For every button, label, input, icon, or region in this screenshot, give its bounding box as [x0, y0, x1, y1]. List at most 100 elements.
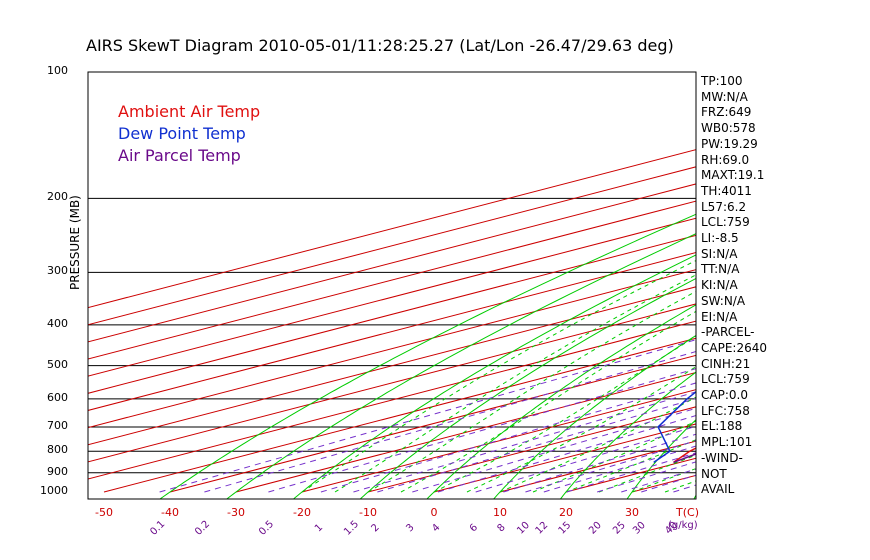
isotherm-line [88, 183, 696, 343]
moist-adiabat [301, 259, 696, 493]
mixing-ratio-line [159, 339, 696, 493]
isotherm-line [88, 269, 696, 429]
stability-index-item: NOT [701, 466, 727, 481]
mixing-ratio-line [320, 382, 696, 493]
y-axis-label: PRESSURE (MB) [68, 195, 82, 290]
pressure-tick-label: 200 [47, 190, 68, 204]
bottom-temp-tick-label: 30 [625, 506, 639, 519]
stability-index-item: SW:N/A [701, 293, 746, 308]
stability-index-item: LCL:759 [701, 372, 750, 387]
mixing-ratio-line [412, 407, 696, 493]
isotherm-line [103, 337, 696, 493]
stability-index-item: LCL:759 [701, 215, 750, 230]
stability-index-item: TT:N/A [701, 262, 740, 277]
mixing-ratio-label: 3 [404, 522, 416, 534]
mixing-ratio-label: 20 [587, 520, 604, 537]
stability-index-item: RH:69.0 [701, 152, 750, 167]
mixing-ratio-line [353, 391, 696, 493]
stability-index-item: EL:188 [701, 419, 743, 434]
stability-index-item: L57:6.2 [701, 199, 747, 214]
moist-adiabat [532, 420, 696, 493]
moist-adiabat [334, 274, 696, 493]
stability-index-item: MAXT:19.1 [701, 168, 765, 183]
dew-point-temp-line [653, 390, 696, 464]
isotherm-line [499, 440, 696, 493]
dry-adiabat [359, 277, 696, 499]
isotherm-line [88, 217, 696, 377]
pressure-tick-label: 300 [47, 264, 68, 278]
isotherm-line [301, 389, 696, 493]
pressure-tick-label: 100 [47, 64, 68, 77]
mixing-ratio-label: 4 [430, 522, 442, 534]
dry-adiabat [626, 418, 696, 499]
mixing-ratio-label: 25 [611, 520, 628, 537]
stability-index-item: CINH:21 [701, 356, 751, 371]
mixing-ratio-label: 15 [557, 520, 574, 537]
moist-adiabat [598, 454, 696, 493]
dry-adiabat [426, 304, 696, 499]
isotherm-line [88, 320, 696, 480]
stability-index-item: -WIND- [701, 450, 743, 465]
isotherm-line [88, 166, 696, 326]
bottom-temp-unit: T(C) [675, 506, 699, 519]
mixing-ratio-label: 30 [631, 520, 648, 537]
isotherm-line [169, 354, 696, 493]
mixing-ratio-label: 0.5 [257, 519, 276, 538]
stability-index-item: SI:N/A [701, 246, 738, 261]
stability-index-item: AVAIL [701, 482, 735, 497]
mixing-ratio-unit: (g/kg) [668, 520, 698, 531]
moist-adiabat [400, 310, 696, 493]
moist-adiabat [367, 290, 696, 493]
legend-air-parcel-temp: Air Parcel Temp [118, 146, 241, 165]
mixing-ratio-line [204, 350, 696, 493]
isotherm-line [88, 234, 696, 394]
mixing-ratio-label: 10 [515, 520, 532, 537]
bottom-temp-tick-label: 10 [493, 506, 507, 519]
stability-index-item: LFC:758 [701, 403, 750, 418]
stability-index-item: KI:N/A [701, 278, 738, 293]
chart-title: AIRS SkewT Diagram 2010-05-01/11:28:25.2… [86, 36, 674, 55]
mixing-ratio-label: 6 [468, 522, 480, 534]
mixing-ratio-label: 0.2 [193, 519, 212, 538]
plot-frame [87, 71, 697, 500]
stability-index-item: PW:19.29 [701, 136, 758, 151]
stability-index-item: FRZ:649 [701, 105, 752, 120]
dry-adiabat [292, 254, 696, 499]
mixing-ratio-label: 1.5 [342, 519, 361, 538]
isotherm-line [830, 72, 870, 492]
dry-adiabat [760, 53, 870, 501]
isotherm-line [367, 406, 696, 493]
mixing-ratio-label: 2 [369, 522, 381, 534]
bottom-temp-tick-label: -50 [95, 506, 113, 519]
pressure-tick-label: 1000 [40, 484, 68, 497]
legend-dew-point-temp: Dew Point Temp [118, 124, 246, 143]
moist-adiabat [433, 335, 696, 493]
bottom-temp-tick-label: -30 [227, 506, 245, 519]
dry-adiabat [159, 213, 696, 499]
isotherm-line [88, 286, 696, 446]
stability-index-item: -PARCEL- [701, 325, 755, 340]
isotherm-line [88, 303, 696, 463]
stability-index-item: CAPE:2640 [701, 340, 767, 355]
isotherm-line [235, 372, 696, 493]
mixing-ratio-label: 1 [313, 522, 325, 534]
mixing-ratio-label: 8 [495, 522, 507, 534]
stability-index-item: MW:N/A [701, 89, 748, 104]
mixing-ratio-line [525, 440, 696, 493]
isotherm-line [88, 149, 696, 309]
bottom-temp-tick-label: -40 [161, 506, 179, 519]
legend-ambient-air-temp: Ambient Air Temp [118, 102, 261, 121]
pressure-tick-label: 900 [47, 464, 68, 478]
stability-index-item: TP:100 [701, 74, 743, 88]
stability-index-item: TH:4011 [701, 183, 752, 198]
dry-adiabat [827, 53, 870, 501]
dry-adiabat [693, 494, 696, 499]
mixing-ratio-label: 12 [534, 520, 551, 537]
bottom-temp-tick-label: 20 [559, 506, 573, 519]
isotherm-line [88, 252, 696, 411]
pressure-tick-label: 700 [47, 418, 68, 432]
pressure-tick-label: 800 [47, 443, 68, 457]
mixing-ratio-line [437, 415, 696, 493]
pressure-tick-label: 400 [47, 316, 68, 330]
